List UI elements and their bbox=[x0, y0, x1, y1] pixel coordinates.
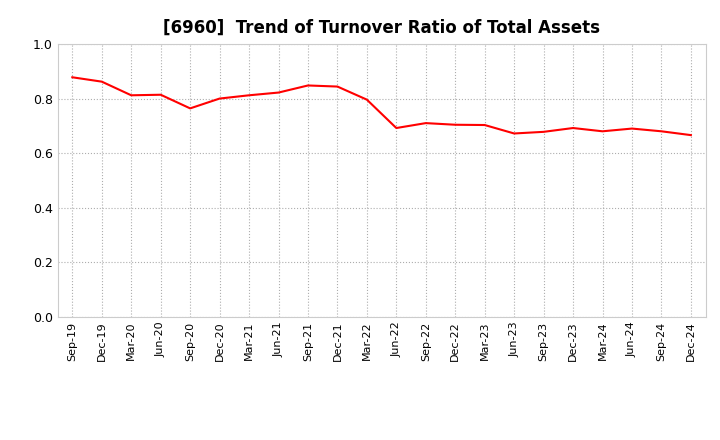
Title: [6960]  Trend of Turnover Ratio of Total Assets: [6960] Trend of Turnover Ratio of Total … bbox=[163, 19, 600, 37]
